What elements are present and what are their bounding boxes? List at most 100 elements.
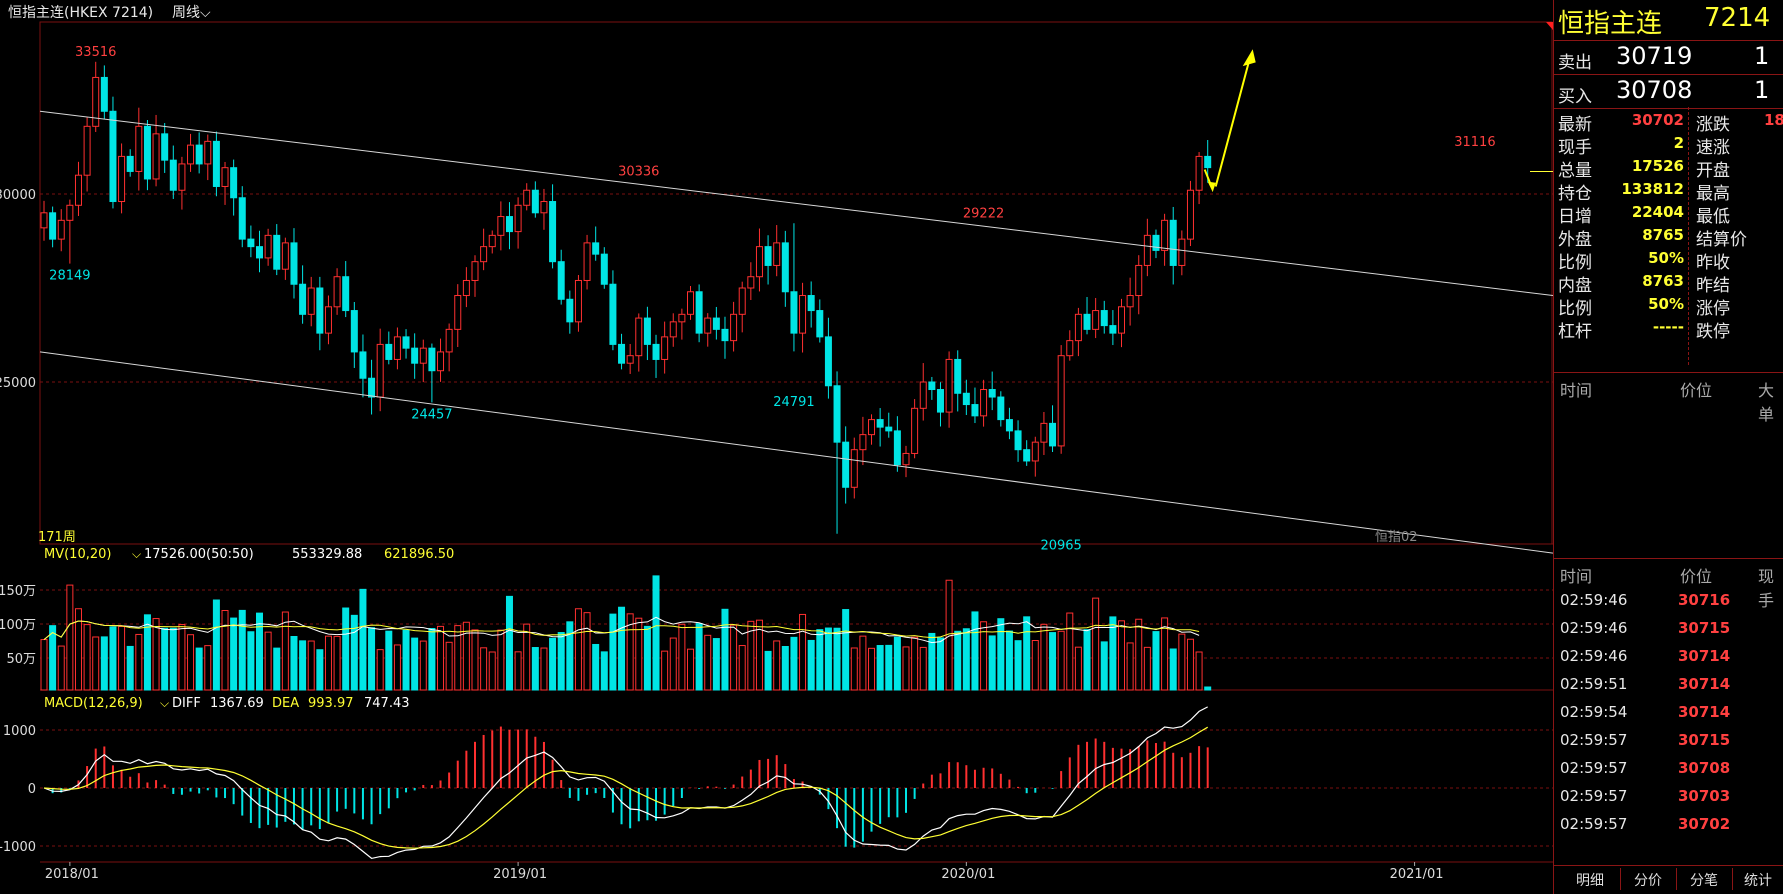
kline-chart[interactable]: 30000 25000 2018/01 2019/01 2020/01 2021/01 33… (0, 0, 1553, 894)
volume-bar (109, 626, 117, 691)
volume-bar (824, 627, 832, 691)
stat-label: 杠杆 (1558, 322, 1592, 342)
volume-bar (281, 611, 289, 691)
instrument-name: 恒指主连 (1558, 9, 1663, 39)
tick-row[interactable]: 02:59:57 30702 (1554, 810, 1783, 838)
volume-bar (816, 629, 824, 691)
tick-row[interactable]: 02:59:57 30715 (1554, 726, 1783, 754)
chart-header: 恒指主连(HKEX 7214) 周线⌵ (0, 0, 1553, 22)
candle-body (350, 310, 358, 353)
stat-label: 涨跌 (1696, 115, 1730, 135)
volume-bar (1092, 597, 1100, 691)
candle-body (514, 204, 522, 233)
orderbook-qty: 1 (1754, 76, 1770, 104)
tab-price-dist[interactable]: 分价 (1634, 873, 1662, 889)
candle-body (109, 110, 117, 203)
tick-price: 30714 (1678, 675, 1731, 693)
candle-body (781, 242, 789, 293)
volume-bar (531, 647, 539, 691)
volume-bar (1100, 641, 1108, 691)
macd-value: 747.43 (364, 696, 410, 711)
candle-body (74, 174, 82, 206)
candle-body (1074, 313, 1082, 342)
volume-bar (747, 620, 755, 691)
volume-bar (471, 629, 479, 691)
candle-body (480, 246, 488, 263)
volume-bar (49, 625, 57, 691)
volume-bar (566, 621, 574, 691)
tick-price: 30702 (1678, 815, 1731, 833)
volume-bar (1023, 616, 1031, 691)
candle-body (859, 434, 867, 451)
ask-row[interactable]: 卖出 30719 1 (1554, 40, 1783, 75)
tab-trades[interactable]: 分笔 (1690, 873, 1718, 889)
volume-bar (290, 635, 298, 691)
candle-body (695, 291, 703, 334)
bar-count-label: 171周 (38, 530, 76, 545)
chart-area[interactable]: 30000 25000 2018/01 2019/01 2020/01 2021/01 33… (0, 0, 1553, 894)
diff-line (43, 706, 1208, 860)
stat-row: 总量 17526 开盘 (1554, 153, 1783, 181)
tick-row[interactable]: 02:59:57 30703 (1554, 782, 1783, 810)
tab-detail[interactable]: 明细 (1576, 873, 1604, 889)
volume-bar (152, 618, 160, 691)
orderbook-price: 30708 (1616, 76, 1693, 104)
candle-body (799, 295, 807, 334)
tick-row[interactable]: 02:59:54 30714 (1554, 698, 1783, 726)
volume-bar (609, 613, 617, 691)
candle-body (1186, 189, 1194, 240)
candle-body (1126, 295, 1134, 308)
candle-body (238, 197, 246, 240)
volume-bar (1118, 620, 1125, 691)
stat-row: 现手 2 速涨 (1554, 130, 1783, 158)
candle-body (790, 291, 798, 334)
candle-body (945, 358, 953, 413)
period-selector[interactable]: 周线⌵ (172, 2, 211, 22)
stat-row: 外盘 8765 结算价 (1554, 222, 1783, 250)
volume-bar (462, 621, 470, 691)
tick-row[interactable]: 02:59:57 30708 (1554, 754, 1783, 782)
volume-indicator-title: MV(10,20) (44, 547, 111, 562)
tick-row[interactable]: 02:59:46 30715 (1554, 614, 1783, 642)
arrow-head-icon (1242, 49, 1256, 67)
volume-bar (212, 599, 220, 691)
ma20-value: 621896.50 (384, 547, 454, 562)
price-pane-frame (39, 21, 1553, 545)
volume-bar (980, 621, 988, 691)
volume-bar (92, 636, 100, 691)
volume-bar (480, 647, 488, 691)
volume-bar (350, 614, 358, 691)
candle-body (1057, 355, 1065, 447)
candle-body (661, 336, 669, 360)
volume-bar (1195, 651, 1203, 691)
tick-row[interactable]: 02:59:46 30716 (1554, 586, 1783, 614)
x-axis-label: 2018/01 (45, 867, 99, 882)
volume-bar (833, 627, 841, 691)
tick-time: 02:59:46 (1560, 619, 1628, 637)
stat-value: 8765 (1642, 226, 1684, 244)
candle-body (437, 351, 445, 372)
candle-body (592, 242, 600, 255)
volume-bar (523, 623, 531, 691)
volume-bar (178, 624, 186, 691)
price-label: 29222 (963, 206, 1004, 221)
big-order-header: 时间 价位 大单 (1554, 372, 1783, 424)
tick-row[interactable]: 02:59:51 30714 (1554, 670, 1783, 698)
volume-bar (402, 629, 410, 691)
candle-body (83, 125, 91, 176)
candle-body (928, 381, 936, 391)
candle-body (273, 234, 281, 270)
contract-watermark: 恒指02 (1375, 530, 1418, 545)
stat-label: 最新 (1558, 115, 1592, 135)
stat-label: 最低 (1696, 207, 1730, 227)
candle-body (1195, 155, 1203, 191)
tab-stats[interactable]: 统计 (1744, 873, 1772, 889)
candle-body (428, 347, 436, 372)
bid-row[interactable]: 买入 30708 1 (1554, 74, 1783, 109)
candle-body (256, 246, 263, 259)
volume-bar (781, 646, 789, 691)
candle-body (178, 163, 186, 191)
candle-body (824, 336, 832, 387)
candle-body (212, 140, 220, 187)
tick-row[interactable]: 02:59:46 30714 (1554, 642, 1783, 670)
